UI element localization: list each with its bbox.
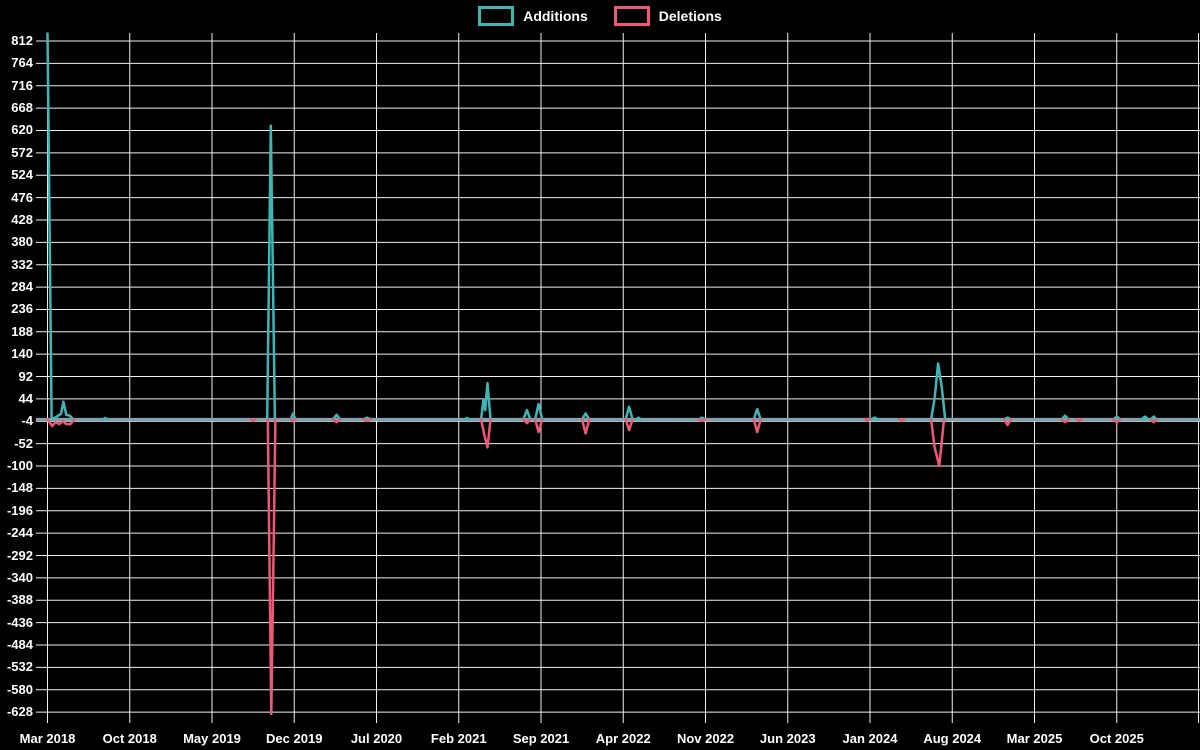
- y-tick-label: 92: [18, 368, 33, 384]
- y-tick-label: 812: [11, 33, 33, 48]
- y-tick-label: -148: [6, 480, 33, 496]
- legend: Additions Deletions: [0, 6, 1200, 26]
- y-tick-label: 572: [11, 144, 33, 160]
- y-tick-label: -100: [6, 458, 33, 474]
- y-tick-label: 332: [11, 256, 33, 272]
- deletions-line: [46, 418, 1158, 716]
- y-tick-label: 668: [11, 100, 33, 116]
- y-tick-label: -196: [6, 502, 33, 518]
- y-tick-label: 44: [18, 390, 33, 406]
- x-tick-label: Jul 2020: [350, 731, 403, 746]
- x-tick-label: Aug 2024: [923, 731, 982, 746]
- y-tick-label: 476: [11, 189, 33, 205]
- additions-line: [46, 32, 1158, 421]
- y-tick-label: 140: [11, 346, 33, 362]
- y-tick-label: 620: [11, 122, 33, 138]
- y-tick-label: -532: [6, 659, 33, 675]
- legend-label-deletions: Deletions: [658, 8, 722, 24]
- legend-item-deletions[interactable]: Deletions: [613, 6, 722, 26]
- y-tick-label: -340: [6, 569, 33, 585]
- x-tick-label: Apr 2022: [595, 731, 651, 746]
- legend-label-additions: Additions: [523, 8, 588, 24]
- x-tick-label: Feb 2021: [430, 731, 487, 746]
- x-tick-label: Jan 2024: [842, 731, 898, 746]
- y-tick-label: -628: [6, 704, 33, 720]
- y-tick-label: 428: [11, 211, 33, 227]
- y-tick-label: -388: [6, 592, 33, 608]
- y-tick-label: 236: [11, 301, 33, 317]
- y-tick-label: 524: [11, 167, 33, 183]
- y-tick-label: -52: [14, 435, 33, 451]
- y-tick-label: -4: [21, 413, 33, 429]
- x-tick-label: Oct 2018: [102, 731, 157, 746]
- x-tick-label: Mar 2018: [19, 731, 76, 746]
- y-tick-label: -580: [6, 681, 33, 697]
- x-tick-label: Sep 2021: [512, 731, 570, 746]
- y-tick-label: 764: [11, 55, 33, 71]
- x-tick-label: Jun 2023: [759, 731, 816, 746]
- y-tick-label: -292: [6, 547, 33, 563]
- y-tick-label: 380: [11, 234, 33, 250]
- x-tick-label: Nov 2022: [676, 731, 735, 746]
- y-tick-label: 716: [11, 77, 33, 93]
- x-tick-label: Dec 2019: [266, 731, 323, 746]
- x-tick-label: May 2019: [183, 731, 241, 746]
- y-tick-label: -244: [6, 525, 33, 541]
- y-tick-label: 284: [11, 279, 33, 295]
- x-tick-label: Oct 2025: [1089, 731, 1144, 746]
- y-tick-label: -436: [6, 614, 33, 630]
- y-tick-label: -484: [6, 636, 33, 652]
- y-tick-label: 188: [11, 323, 33, 339]
- deletions-swatch-icon: [613, 6, 650, 26]
- x-tick-label: Mar 2025: [1006, 731, 1063, 746]
- additions-swatch-icon: [478, 6, 515, 26]
- legend-item-additions[interactable]: Additions: [478, 6, 588, 26]
